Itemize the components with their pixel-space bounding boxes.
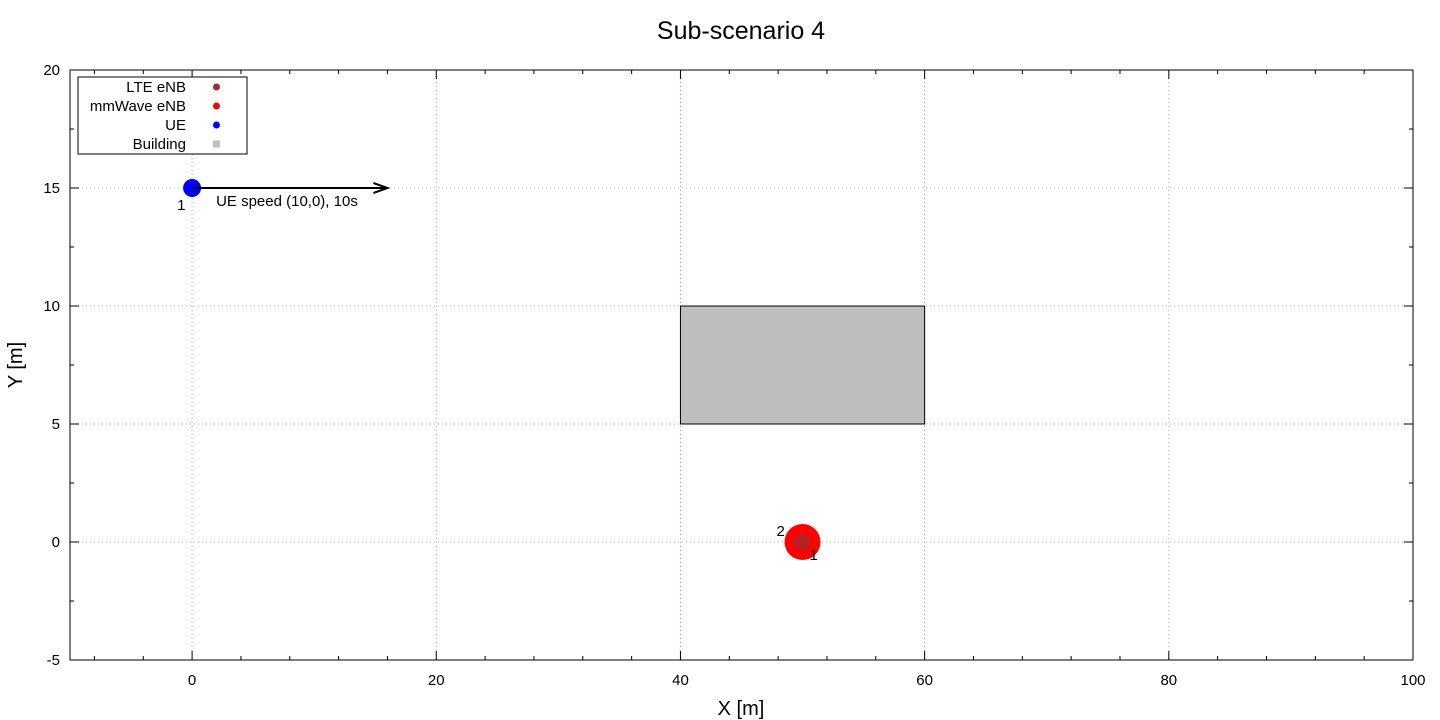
mmwave-enb-label: 2 (777, 523, 785, 540)
x-tick-label: 40 (672, 672, 689, 689)
plot-frame (69, 69, 1414, 661)
ue-label: 1 (177, 197, 185, 214)
ue-speed-annotation: UE speed (10,0), 10s (216, 193, 358, 210)
y-tick-label: -5 (47, 652, 60, 669)
legend-marker-circle (213, 102, 220, 110)
axis-ticks: 0 20 40 60 80 100 -5 0 5 10 15 20 (43, 62, 1425, 689)
y-tick-label: 15 (43, 180, 60, 197)
lte-enb-marker (794, 534, 811, 550)
building-rect (679, 305, 926, 425)
legend-marker-circle (213, 83, 220, 91)
legend-marker-square (213, 140, 220, 148)
x-axis-label: X [m] (718, 698, 765, 720)
x-tick-label: 0 (188, 672, 196, 689)
annotations-layer: UE speed (10,0), 10s (192, 182, 391, 210)
x-tick-label: 80 (1160, 672, 1177, 689)
y-tick-label: 0 (52, 534, 60, 551)
x-tick-label: 100 (1400, 672, 1425, 689)
y-tick-label: 20 (43, 62, 60, 79)
legend: LTE eNB mmWave eNB UE Building (77, 76, 248, 155)
legend-marker-circle (213, 121, 220, 129)
buildings-layer (679, 305, 926, 425)
x-tick-label: 20 (428, 672, 445, 689)
legend-label: mmWave eNB (90, 98, 186, 115)
chart-title: Sub-scenario 4 (657, 17, 825, 45)
y-tick-label: 5 (52, 416, 60, 433)
x-tick-label: 60 (916, 672, 933, 689)
y-axis-label: Y [m] (5, 342, 27, 388)
legend-label: UE (165, 117, 186, 134)
y-tick-label: 10 (43, 298, 60, 315)
legend-label: Building (133, 136, 186, 153)
ue-speed-arrowhead (373, 182, 391, 194)
lte-enb-label: 1 (810, 547, 818, 564)
legend-label: LTE eNB (126, 79, 186, 96)
